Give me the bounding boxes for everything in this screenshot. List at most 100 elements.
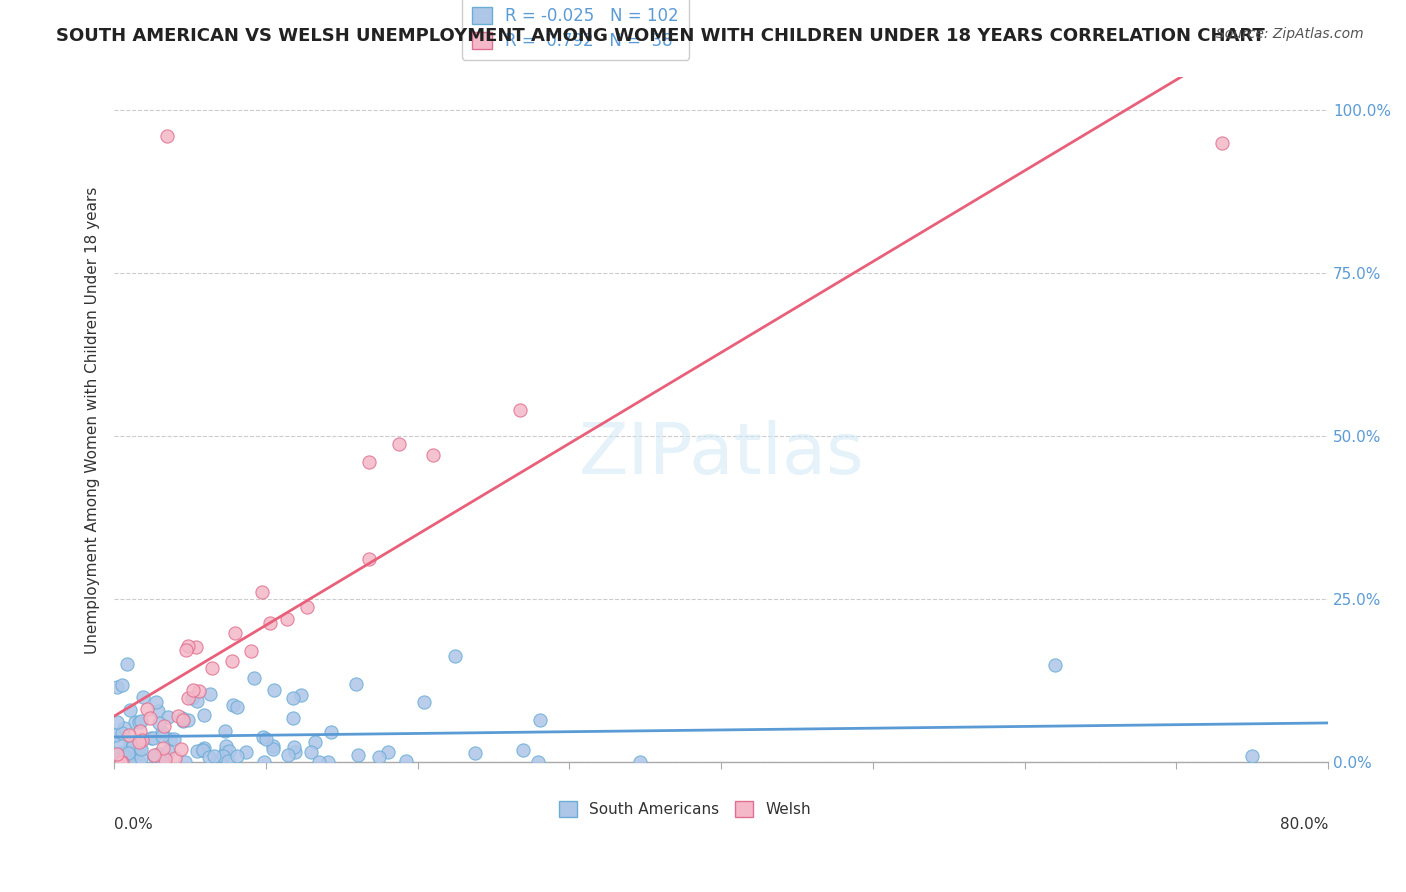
Text: Source: ZipAtlas.com: Source: ZipAtlas.com: [1216, 27, 1364, 41]
Point: [464, 747, 486, 761]
Point: [167, 708, 190, 723]
Point: [170, 710, 193, 724]
Point: [157, 744, 180, 758]
Point: [128, 714, 150, 729]
Point: [215, 739, 238, 754]
Point: [148, 752, 170, 766]
Point: [172, 714, 194, 728]
Point: [512, 743, 534, 757]
Point: [118, 703, 141, 717]
Point: [118, 728, 141, 742]
Point: [110, 755, 132, 769]
Point: [193, 707, 215, 722]
Point: [412, 695, 434, 709]
Point: [218, 744, 240, 758]
Point: [173, 756, 195, 770]
Point: [509, 403, 531, 417]
Point: [250, 585, 273, 599]
Point: [136, 702, 159, 716]
Point: [297, 600, 319, 615]
Point: [527, 756, 550, 770]
Point: [224, 626, 246, 640]
Point: [145, 748, 167, 763]
Point: [104, 728, 127, 742]
Point: [201, 660, 224, 674]
Point: [156, 710, 179, 724]
Point: [125, 740, 148, 755]
Point: [108, 746, 131, 760]
Point: [105, 680, 128, 694]
Point: [121, 747, 143, 761]
Point: [283, 690, 305, 705]
Point: [193, 740, 215, 755]
Point: [115, 657, 138, 671]
Point: [628, 756, 651, 770]
Point: [186, 640, 208, 654]
Point: [139, 731, 162, 745]
Point: [117, 747, 139, 761]
Point: [529, 714, 551, 728]
Point: [235, 745, 257, 759]
Point: [107, 756, 129, 770]
Point: [422, 448, 444, 462]
Point: [177, 714, 200, 728]
Point: [222, 698, 245, 712]
Point: [304, 735, 326, 749]
Point: [191, 743, 214, 757]
Point: [174, 643, 197, 657]
Point: [150, 729, 173, 743]
Text: 80.0%: 80.0%: [1279, 817, 1329, 832]
Point: [152, 740, 174, 755]
Point: [344, 677, 367, 691]
Point: [180, 691, 202, 706]
Point: [148, 747, 170, 761]
Point: [129, 751, 152, 765]
Point: [221, 654, 243, 668]
Point: [132, 690, 155, 704]
Point: [359, 455, 381, 469]
Point: [111, 756, 134, 770]
Point: [165, 751, 187, 765]
Point: [377, 745, 399, 759]
Point: [214, 723, 236, 738]
Point: [131, 732, 153, 747]
Point: [105, 714, 128, 729]
Point: [193, 743, 215, 757]
Point: [112, 750, 135, 764]
Point: [177, 640, 200, 654]
Point: [202, 748, 225, 763]
Point: [214, 745, 236, 759]
Point: [200, 687, 222, 701]
Text: ZIPatlas: ZIPatlas: [578, 420, 863, 489]
Point: [277, 748, 299, 763]
Point: [243, 671, 266, 685]
Point: [290, 688, 312, 702]
Point: [150, 725, 173, 739]
Point: [111, 678, 134, 692]
Point: [110, 756, 132, 770]
Point: [153, 752, 176, 766]
Point: [152, 719, 174, 733]
Point: [281, 711, 304, 725]
Point: [262, 739, 284, 753]
Point: [118, 756, 141, 770]
Point: [357, 552, 380, 566]
Point: [1241, 748, 1264, 763]
Point: [1043, 657, 1066, 672]
Point: [187, 683, 209, 698]
Point: [181, 683, 204, 698]
Point: [276, 611, 298, 625]
Point: [121, 739, 143, 754]
Point: [299, 745, 322, 759]
Point: [128, 735, 150, 749]
Point: [387, 436, 409, 450]
Point: [394, 754, 416, 768]
Point: [124, 749, 146, 764]
Point: [226, 749, 249, 764]
Point: [129, 741, 152, 756]
Point: [143, 748, 166, 763]
Point: [108, 737, 131, 751]
Point: [368, 749, 391, 764]
Point: [226, 700, 249, 714]
Point: [198, 749, 221, 764]
